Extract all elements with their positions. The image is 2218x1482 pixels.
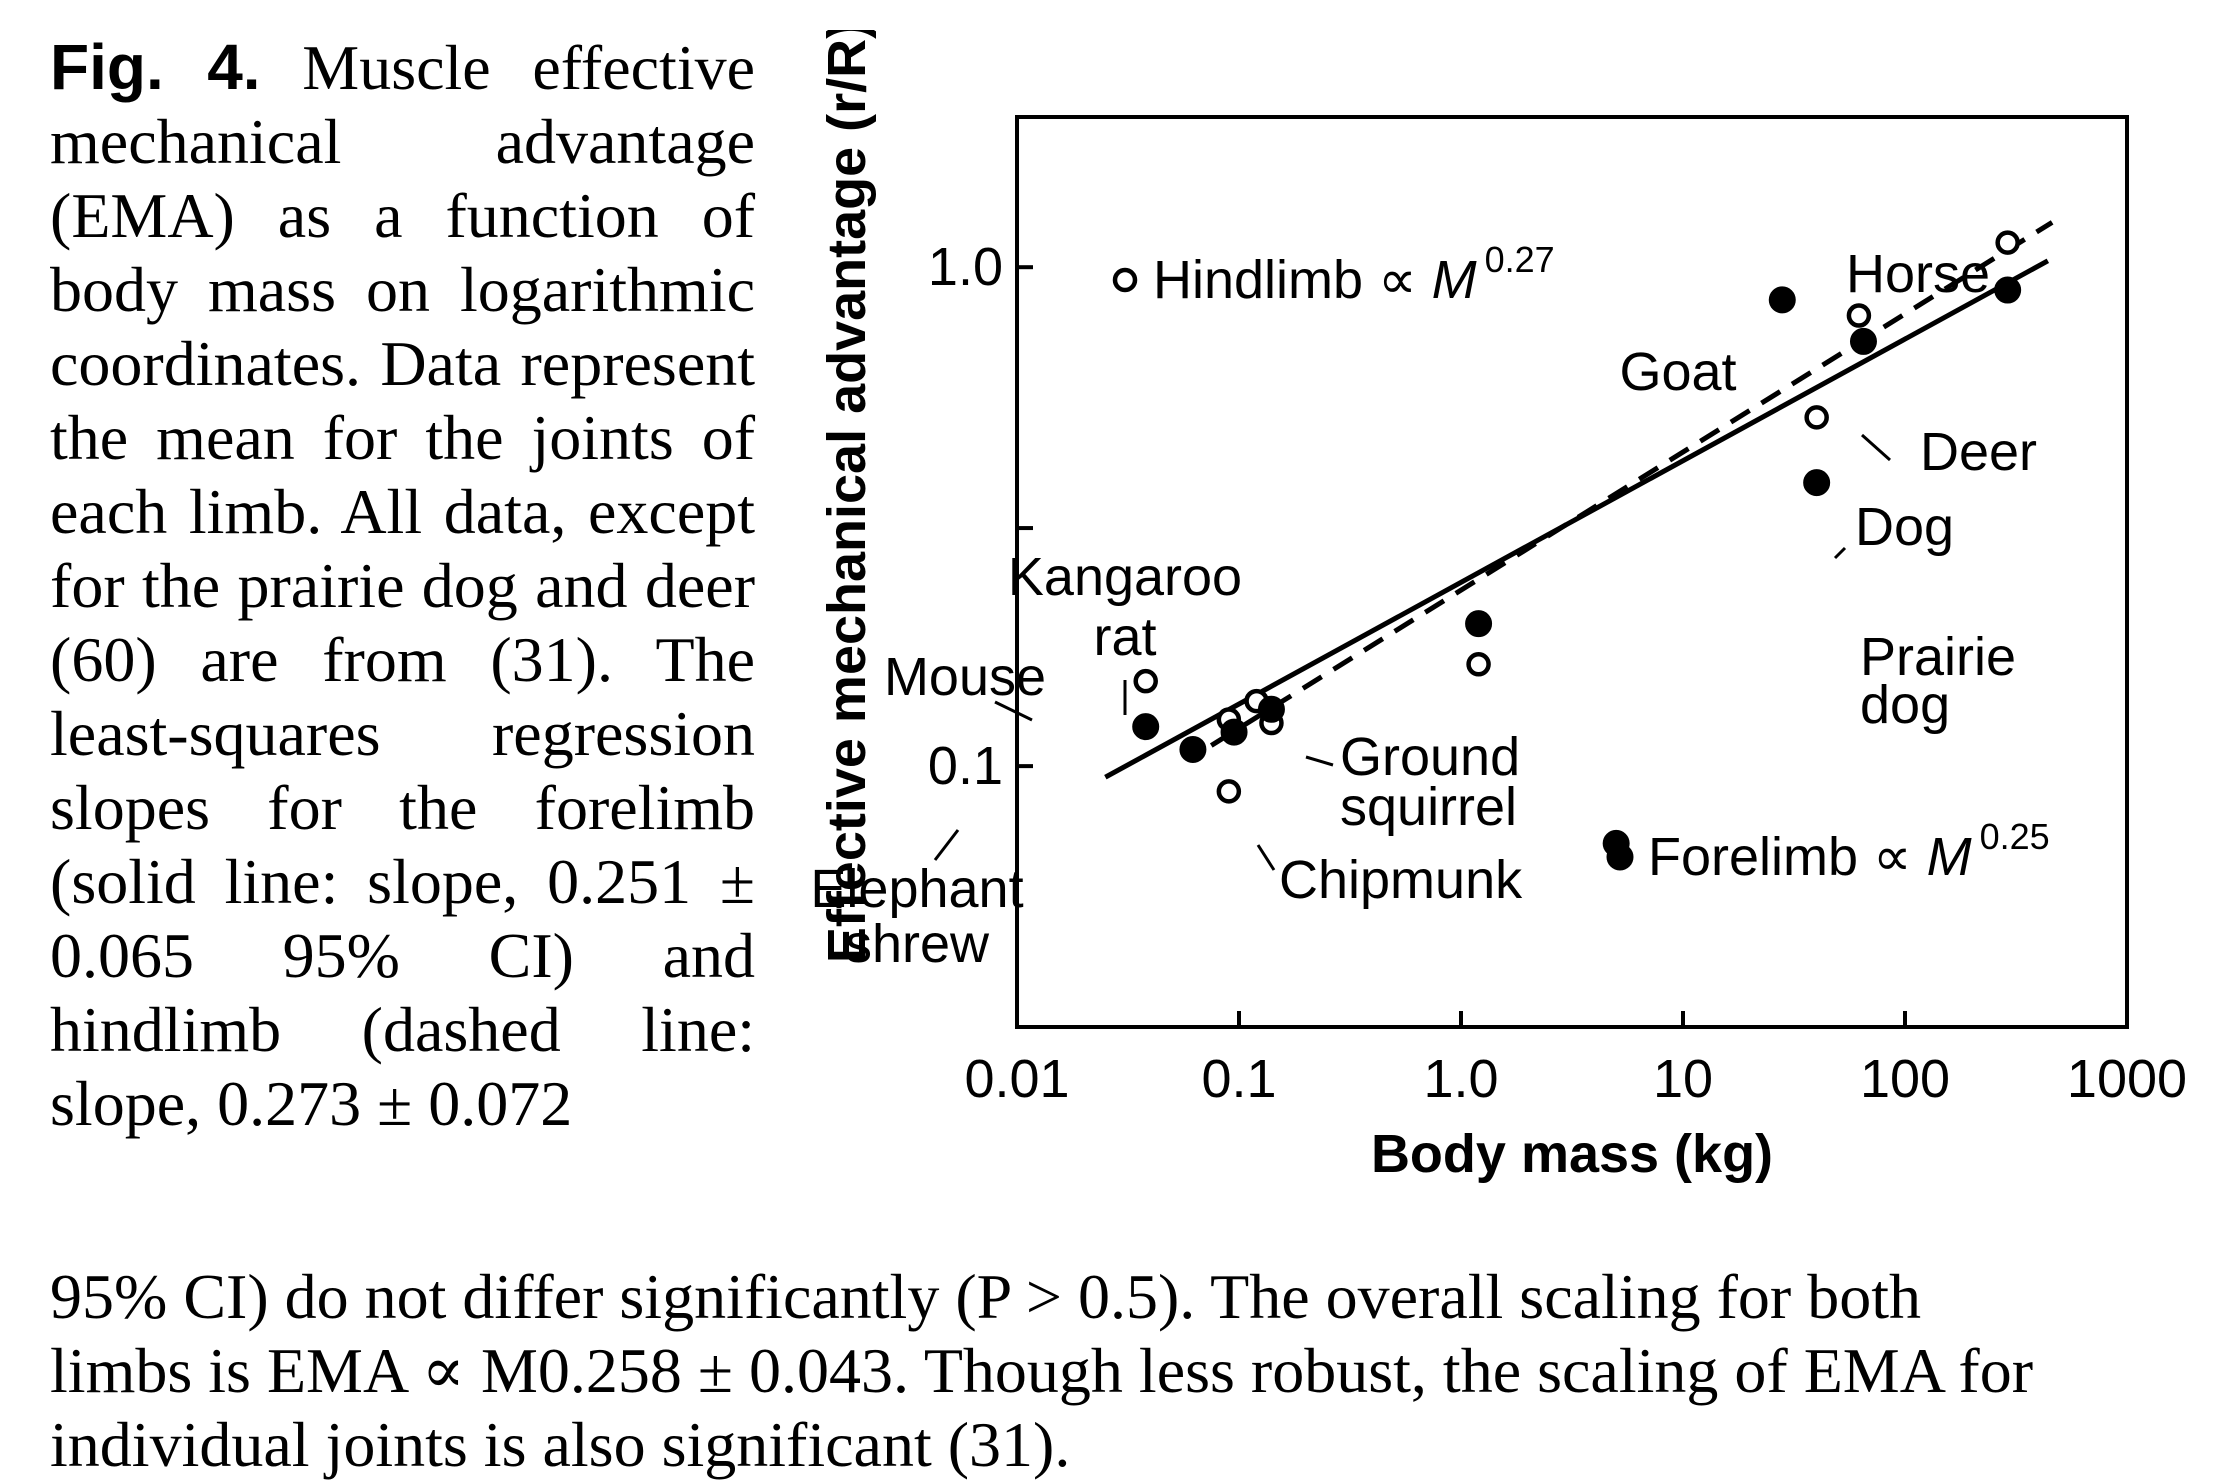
point-annotation: Ground <box>1340 727 1520 787</box>
legend-marker <box>1112 267 1138 293</box>
point-annotation: Prairie <box>1860 627 2016 687</box>
caption-line-2: limbs is EMA ∝ M0.258 ± 0.043. Though le… <box>50 1335 2033 1406</box>
legend-label: Forelimb ∝ M 0.25 <box>1648 816 2050 887</box>
forelimb-point <box>1220 718 1248 746</box>
ema-scatter-chart: 0.01 0.1 1.0 10 100 1000 0.1 1.0 Body mass (kg) E… <box>810 30 2187 1184</box>
x-tick-label: 0.01 <box>964 1049 1069 1109</box>
x-tick-label: 0.1 <box>1201 1049 1276 1109</box>
hindlimb-point <box>1216 779 1242 804</box>
caption-line-3: individual joints is also significant (3… <box>50 1409 1071 1480</box>
forelimb-point <box>1179 735 1207 763</box>
annotation-leader <box>1256 844 1276 871</box>
x-tick-label: 1.0 <box>1423 1049 1498 1109</box>
forelimb-point <box>1132 713 1160 741</box>
point-annotation: dog <box>1860 675 1950 735</box>
point-annotation: Elephant <box>810 859 1023 919</box>
hindlimb-fit-line <box>1209 220 2054 748</box>
point-annotation: shrew <box>845 914 990 974</box>
forelimb-point <box>1465 610 1493 638</box>
point-annotation: Goat <box>1619 342 1736 402</box>
forelimb-point <box>1994 276 2022 304</box>
annotation-leader <box>994 700 1033 722</box>
y-axis-label: Effective mechanical advantage (r/R) <box>817 30 877 963</box>
point-annotation: Deer <box>1920 422 2037 482</box>
y-tick-label: 0.1 <box>928 736 1003 796</box>
figure-label: Fig. 4. <box>50 31 261 103</box>
y-tick-label: 1.0 <box>928 237 1003 297</box>
x-tick-label: 10 <box>1653 1049 1713 1109</box>
forelimb-point <box>1768 286 1796 314</box>
annotation-leader <box>1833 546 1847 560</box>
point-annotation: Dog <box>1855 497 1954 557</box>
legend-marker <box>1606 843 1634 871</box>
point-annotation: squirrel <box>1340 777 1517 837</box>
x-tick-label: 100 <box>1860 1049 1950 1109</box>
point-annotation: Chipmunk <box>1279 850 1523 910</box>
hindlimb-point <box>1995 230 2020 255</box>
hindlimb-point <box>1846 303 1872 328</box>
forelimb-point <box>1257 695 1285 723</box>
hindlimb-point <box>1804 405 1829 430</box>
caption-bottom: 95% CI) do not differ significantly (P >… <box>50 1260 2190 1482</box>
caption-column: Fig. 4. Muscle effective mechanical adva… <box>50 30 755 1141</box>
point-annotation: rat <box>1093 607 1156 667</box>
forelimb-point <box>1849 327 1877 355</box>
hindlimb-point <box>1466 652 1491 677</box>
legend-label: Hindlimb ∝ M 0.27 <box>1153 239 1555 310</box>
point-annotation: Kangaroo <box>1008 547 1242 607</box>
x-axis-label: Body mass (kg) <box>1371 1124 1773 1184</box>
x-tick-label: 1000 <box>2067 1049 2187 1109</box>
point-annotation: Mouse <box>884 647 1046 707</box>
caption-column-text: Muscle effective mechanical advantage (E… <box>50 32 756 1139</box>
forelimb-point <box>1803 469 1831 497</box>
plot-frame <box>1015 115 2129 1029</box>
annotation-leader <box>933 829 960 861</box>
caption-line-1: 95% CI) do not differ significantly (P >… <box>50 1261 1921 1332</box>
hindlimb-point <box>1133 668 1158 694</box>
annotation-leader <box>1861 433 1891 462</box>
point-annotation: Horse <box>1846 244 1990 304</box>
annotation-leader <box>1305 755 1334 767</box>
